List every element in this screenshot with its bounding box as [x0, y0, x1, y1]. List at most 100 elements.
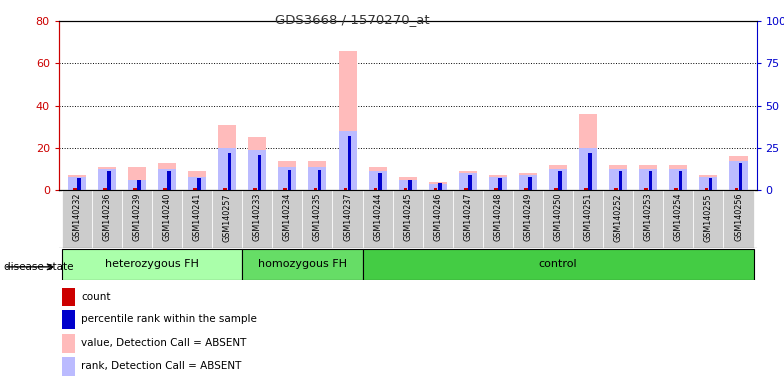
- Bar: [648, 172, 652, 190]
- Bar: [584, 188, 588, 190]
- Bar: [167, 172, 171, 190]
- Bar: [408, 180, 412, 190]
- Text: GSM140240: GSM140240: [162, 193, 172, 241]
- Bar: [122, 190, 152, 248]
- Bar: [163, 188, 167, 190]
- Bar: [558, 172, 562, 190]
- Bar: [128, 167, 146, 190]
- Text: control: control: [539, 259, 577, 269]
- Bar: [137, 180, 141, 190]
- Bar: [619, 172, 622, 190]
- Bar: [489, 177, 507, 190]
- Text: GSM140248: GSM140248: [493, 193, 503, 241]
- Bar: [62, 357, 75, 376]
- Bar: [489, 175, 507, 190]
- Bar: [459, 173, 477, 190]
- Bar: [739, 163, 742, 190]
- Bar: [524, 188, 528, 190]
- Bar: [693, 190, 724, 248]
- Bar: [679, 172, 682, 190]
- Text: GSM140232: GSM140232: [72, 193, 82, 242]
- Bar: [378, 173, 382, 190]
- Text: GSM140237: GSM140237: [343, 193, 352, 242]
- Bar: [128, 180, 146, 190]
- Bar: [308, 161, 326, 190]
- Bar: [374, 188, 377, 190]
- Bar: [242, 190, 272, 248]
- Bar: [644, 188, 648, 190]
- Bar: [62, 249, 242, 280]
- Bar: [158, 163, 176, 190]
- Text: GSM140244: GSM140244: [373, 193, 382, 241]
- Text: GSM140256: GSM140256: [734, 193, 743, 242]
- Bar: [609, 169, 627, 190]
- Bar: [284, 188, 287, 190]
- Bar: [193, 188, 197, 190]
- Bar: [368, 167, 387, 190]
- Bar: [242, 249, 362, 280]
- Bar: [68, 177, 86, 190]
- Bar: [603, 190, 633, 248]
- Bar: [278, 161, 296, 190]
- Text: GSM140235: GSM140235: [313, 193, 322, 242]
- Text: GSM140247: GSM140247: [463, 193, 472, 242]
- Text: rank, Detection Call = ABSENT: rank, Detection Call = ABSENT: [82, 361, 241, 371]
- Bar: [528, 177, 532, 190]
- Bar: [483, 190, 513, 248]
- Text: GSM140245: GSM140245: [403, 193, 412, 242]
- Bar: [709, 178, 713, 190]
- Bar: [579, 148, 597, 190]
- Bar: [519, 175, 537, 190]
- Text: GSM140234: GSM140234: [283, 193, 292, 241]
- Text: GDS3668 / 1570270_at: GDS3668 / 1570270_at: [275, 13, 430, 26]
- Text: count: count: [82, 292, 111, 302]
- Text: GSM140249: GSM140249: [524, 193, 532, 242]
- Bar: [339, 131, 357, 190]
- Bar: [464, 188, 467, 190]
- Bar: [724, 190, 753, 248]
- Bar: [579, 114, 597, 190]
- Bar: [699, 177, 717, 190]
- Bar: [362, 190, 393, 248]
- Bar: [494, 188, 498, 190]
- Bar: [543, 190, 573, 248]
- Bar: [308, 167, 326, 190]
- Bar: [258, 155, 261, 190]
- Text: GSM140251: GSM140251: [583, 193, 593, 242]
- Text: GSM140252: GSM140252: [614, 193, 622, 242]
- Text: heterozygous FH: heterozygous FH: [105, 259, 199, 269]
- Bar: [253, 188, 257, 190]
- Bar: [182, 190, 212, 248]
- Bar: [249, 150, 267, 190]
- Bar: [393, 190, 423, 248]
- Bar: [288, 170, 292, 190]
- Bar: [73, 188, 77, 190]
- Bar: [615, 188, 618, 190]
- Bar: [218, 124, 236, 190]
- Bar: [212, 190, 242, 248]
- Bar: [107, 172, 111, 190]
- Bar: [438, 183, 441, 190]
- Bar: [152, 190, 182, 248]
- Bar: [589, 153, 592, 190]
- Bar: [423, 190, 453, 248]
- Text: GSM140257: GSM140257: [223, 193, 232, 242]
- Bar: [609, 165, 627, 190]
- Bar: [62, 288, 75, 306]
- Bar: [249, 137, 267, 190]
- Bar: [339, 51, 357, 190]
- Bar: [674, 188, 678, 190]
- Bar: [404, 188, 408, 190]
- Text: GSM140253: GSM140253: [644, 193, 653, 242]
- Bar: [549, 165, 567, 190]
- Text: GSM140239: GSM140239: [132, 193, 141, 242]
- Bar: [663, 190, 693, 248]
- Text: GSM140255: GSM140255: [704, 193, 713, 242]
- Bar: [278, 167, 296, 190]
- Bar: [368, 171, 387, 190]
- Bar: [348, 136, 351, 190]
- Bar: [188, 171, 206, 190]
- Bar: [468, 175, 472, 190]
- Bar: [223, 188, 227, 190]
- Bar: [227, 153, 231, 190]
